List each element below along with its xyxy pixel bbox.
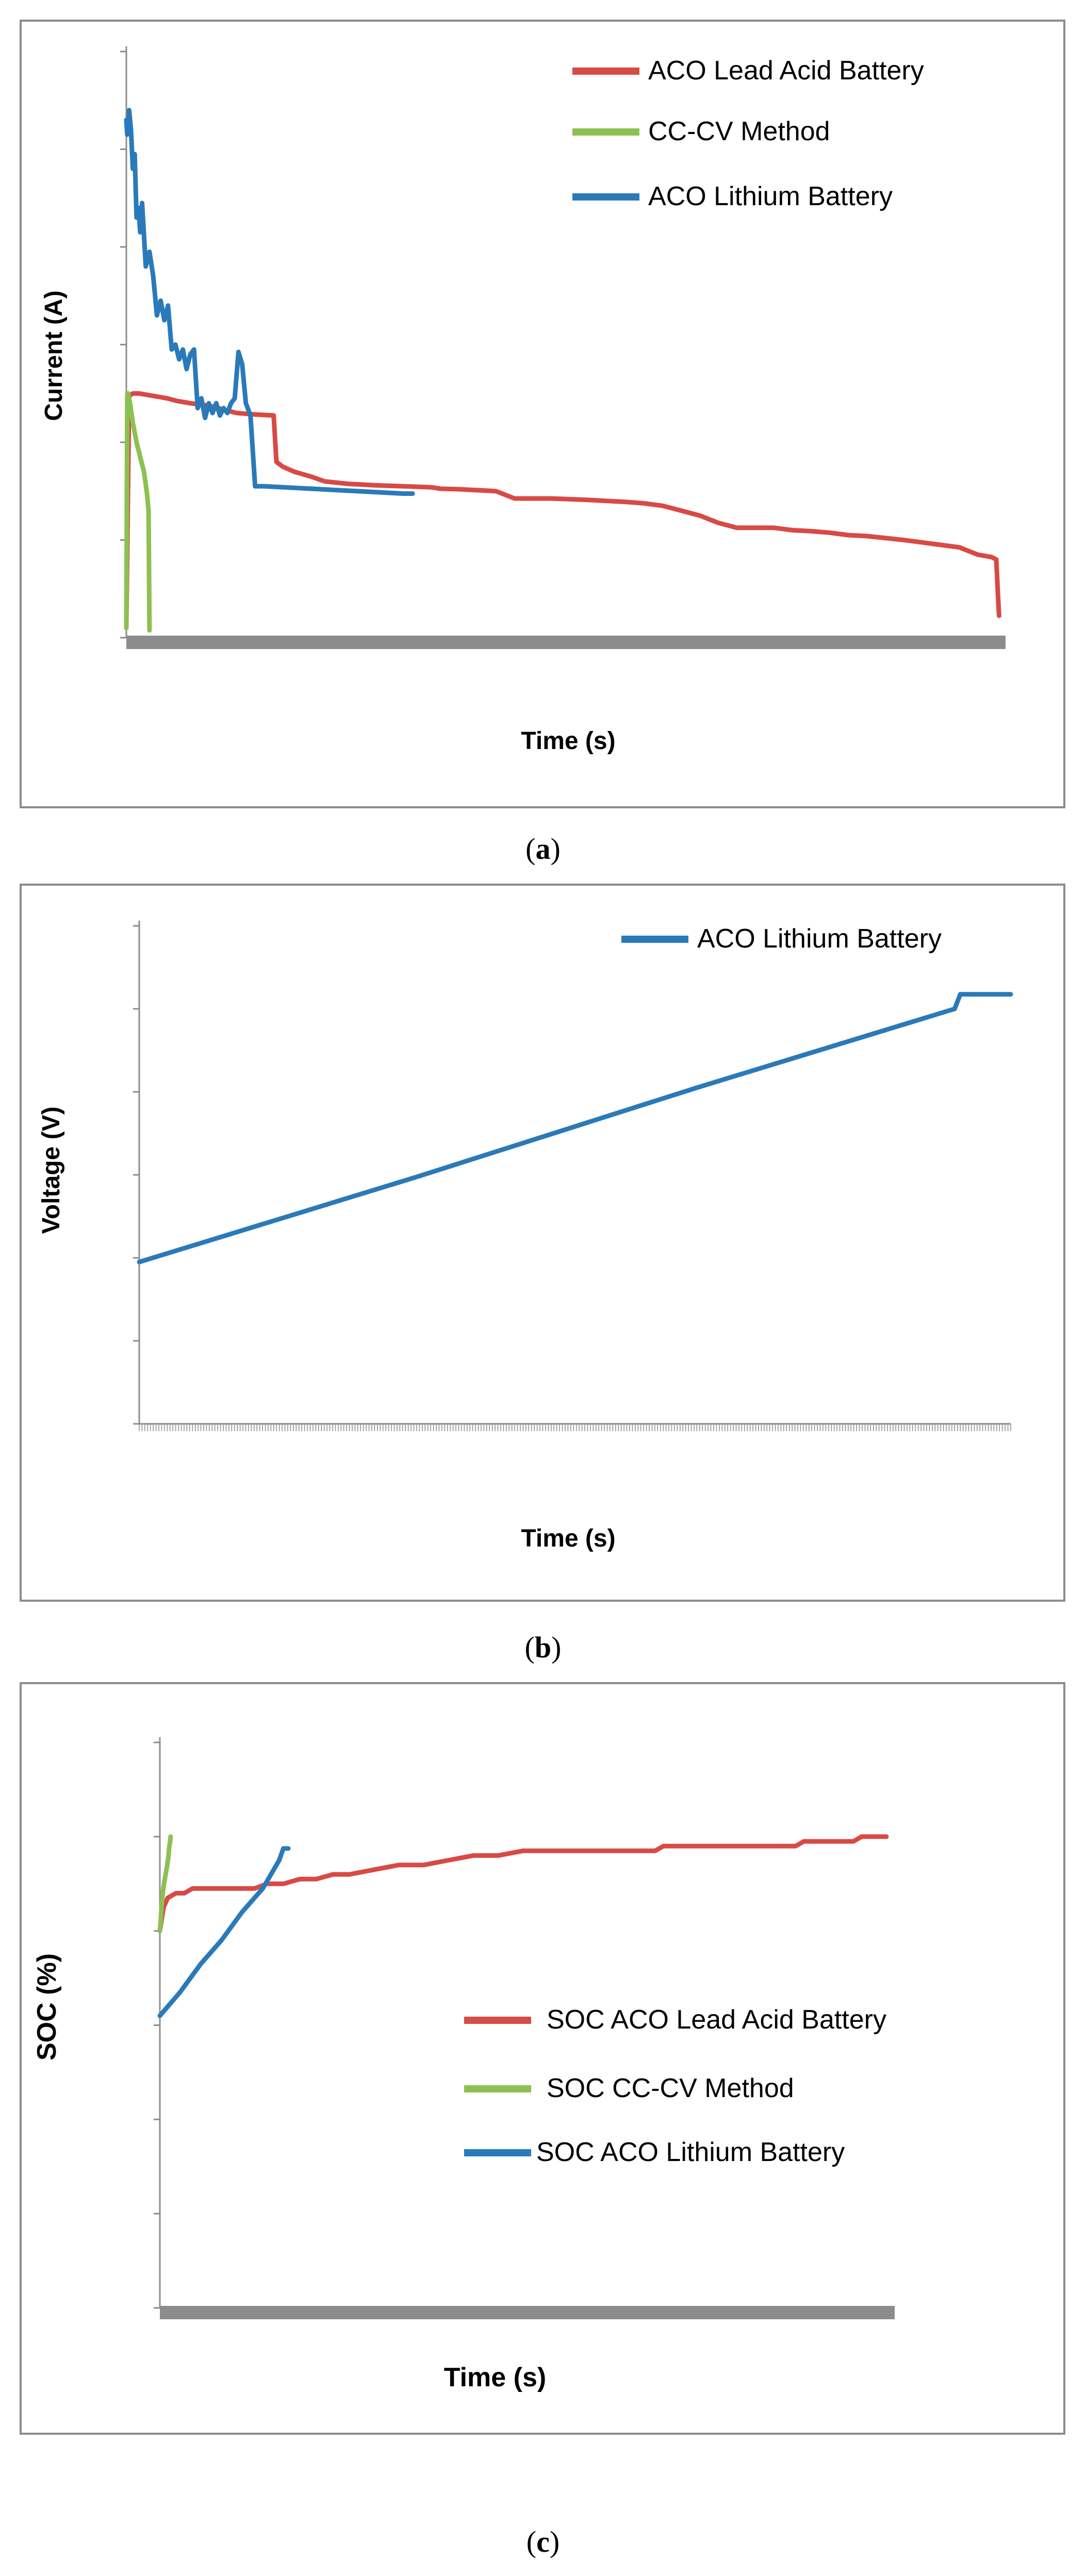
- legend-b: ACO Lithium Battery: [621, 924, 942, 954]
- legend-label-lead-acid-c: SOC ACO Lead Acid Battery: [547, 2005, 886, 2035]
- x-axis-band-c: [160, 2306, 895, 2319]
- y-axis-title-a: Current (A): [40, 290, 68, 421]
- series-line-b-0: [137, 992, 1013, 1265]
- chart-frame-a: [20, 20, 1065, 808]
- caption-a: (a): [525, 832, 561, 866]
- legend-label-cccv-a: CC-CV Method: [648, 117, 830, 146]
- x-axis-title-c: Time (s): [444, 2363, 546, 2392]
- legend-label-lithium-c: SOC ACO Lithium Battery: [536, 2137, 845, 2167]
- plot-area-a: [120, 46, 1006, 649]
- caption-c: (c): [526, 2525, 560, 2558]
- plot-area-b: [133, 921, 1013, 1431]
- legend-label-lead-acid-a: ACO Lead Acid Battery: [648, 56, 924, 86]
- series-line-a-1: [124, 391, 152, 633]
- legend-label-lithium-b: ACO Lithium Battery: [697, 924, 942, 954]
- series-line-a-2: [124, 108, 415, 496]
- y-axis-title-c: SOC (%): [32, 1953, 62, 2060]
- panel-c: Time (s) SOC (%) SOC ACO Lead Acid Batte…: [20, 1682, 1065, 2558]
- panel-b: Time (s) Voltage (V) ACO Lithium Battery…: [20, 884, 1065, 1664]
- chart-frame-b: [20, 884, 1065, 1602]
- x-axis-title-b: Time (s): [521, 1525, 615, 1552]
- legend-label-lithium-a: ACO Lithium Battery: [648, 181, 893, 211]
- series-line-c-0: [157, 1834, 889, 1934]
- y-axis-title-b: Voltage (V): [38, 1106, 65, 1234]
- panel-a: Time (s) Current (A) ACO Lead Acid Batte…: [20, 20, 1065, 866]
- legend-label-cccv-c: SOC CC-CV Method: [547, 2073, 794, 2103]
- series-line-c-2: [157, 1846, 291, 2018]
- legend-c: SOC ACO Lead Acid Battery SOC CC-CV Meth…: [464, 2005, 886, 2167]
- legend-a: ACO Lead Acid Battery CC-CV Method ACO L…: [572, 56, 924, 211]
- x-axis-title-a: Time (s): [521, 727, 615, 755]
- plot-area-c: [154, 1737, 895, 2319]
- chart-frame-c: [20, 1682, 1065, 2435]
- x-axis-band-a: [126, 636, 1006, 649]
- series-line-c-1: [157, 1834, 173, 1934]
- caption-b: (b): [525, 1631, 562, 1664]
